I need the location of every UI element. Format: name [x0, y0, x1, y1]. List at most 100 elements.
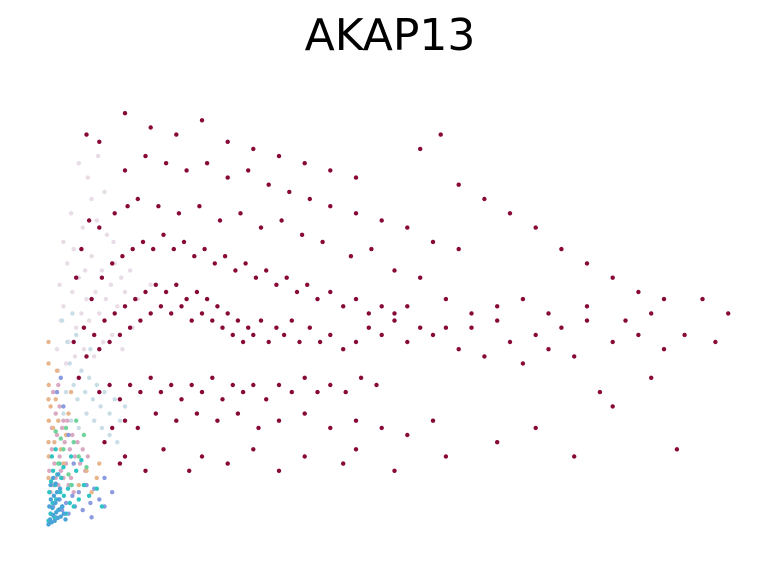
- scatter-point: [117, 332, 123, 338]
- scatter-point: [104, 232, 110, 237]
- scatter-point: [70, 432, 75, 438]
- scatter-point: [76, 454, 82, 459]
- scatter-point: [68, 418, 74, 423]
- scatter-point: [161, 447, 166, 452]
- scatter-point: [58, 490, 63, 495]
- scatter-point: [97, 139, 102, 144]
- scatter-point: [700, 296, 705, 302]
- scatter-point: [54, 368, 60, 373]
- scatter-point: [84, 411, 89, 416]
- scatter-point: [103, 296, 109, 302]
- scatter-point: [80, 225, 85, 230]
- scatter-point: [533, 225, 538, 230]
- scatter-point: [71, 461, 76, 466]
- scatter-point: [97, 225, 102, 230]
- scatter-point: [276, 418, 282, 423]
- scatter-point: [63, 425, 69, 431]
- scatter-point: [584, 304, 590, 309]
- scatter-point: [299, 232, 305, 237]
- scatter-point: [122, 304, 128, 309]
- scatter-point: [86, 318, 92, 323]
- scatter-point: [559, 325, 564, 330]
- scatter-point: [74, 418, 79, 423]
- scatter-point: [50, 389, 56, 395]
- scatter-point: [456, 246, 461, 252]
- scatter-point: [71, 246, 76, 252]
- scatter-point: [138, 389, 143, 395]
- scatter-point: [220, 397, 225, 402]
- scatter-point: [61, 418, 66, 423]
- scatter-point: [610, 339, 615, 345]
- scatter-point: [80, 507, 85, 513]
- scatter-point: [572, 354, 577, 359]
- scatter-point: [76, 375, 82, 380]
- scatter-point: [127, 382, 133, 388]
- scatter-point: [54, 347, 60, 352]
- scatter-point: [46, 454, 51, 459]
- scatter-point: [418, 146, 423, 152]
- scatter-point: [57, 404, 62, 409]
- scatter-point: [507, 339, 513, 345]
- scatter-point: [89, 196, 94, 202]
- scatter-point: [341, 347, 346, 352]
- scatter-point: [61, 404, 66, 409]
- scatter-point: [174, 132, 179, 137]
- scatter-point: [264, 268, 269, 273]
- scatter-point: [58, 375, 63, 380]
- scatter-point: [240, 389, 246, 395]
- scatter-point: [68, 475, 74, 481]
- scatter-point: [161, 232, 166, 237]
- scatter-point: [48, 404, 53, 409]
- scatter-point: [438, 132, 443, 137]
- scatter-point: [328, 332, 333, 338]
- scatter-point: [77, 461, 83, 466]
- scatter-point: [112, 311, 117, 316]
- scatter-point: [107, 382, 112, 388]
- scatter-point: [112, 211, 117, 216]
- scatter-point: [584, 261, 590, 266]
- scatter-point: [179, 304, 184, 309]
- scatter-point: [163, 289, 169, 295]
- scatter-point: [174, 418, 179, 423]
- scatter-point: [76, 482, 82, 488]
- scatter-point: [353, 447, 359, 452]
- scatter-point: [405, 432, 410, 438]
- scatter-point: [307, 325, 312, 330]
- scatter-point: [276, 382, 282, 388]
- scatter-point: [53, 397, 58, 402]
- scatter-point: [46, 522, 51, 527]
- scatter-point: [89, 490, 94, 495]
- scatter-point: [66, 432, 71, 438]
- scatter-point: [184, 168, 189, 173]
- scatter-point: [315, 389, 320, 395]
- scatter-point: [50, 512, 56, 518]
- scatter-point: [71, 382, 76, 388]
- scatter-point: [169, 311, 174, 316]
- scatter-point: [240, 339, 246, 345]
- scatter-point: [46, 339, 51, 345]
- scatter-point: [443, 325, 449, 330]
- scatter-point: [230, 382, 235, 388]
- scatter-point: [84, 296, 89, 302]
- scatter-point: [61, 511, 67, 516]
- scatter-point: [266, 339, 271, 345]
- scatter-point: [235, 411, 241, 416]
- scatter-point: [57, 454, 62, 459]
- scatter-point: [48, 497, 53, 502]
- scatter-point: [75, 440, 80, 445]
- scatter-point: [204, 296, 210, 302]
- scatter-point: [92, 418, 97, 423]
- scatter-point: [341, 304, 346, 309]
- scatter-point: [102, 440, 107, 445]
- scatter-point: [74, 275, 79, 280]
- scatter-point: [110, 425, 115, 431]
- scatter-point: [430, 239, 436, 245]
- scatter-point: [97, 347, 102, 352]
- scatter-point: [469, 325, 474, 330]
- scatter-point: [353, 175, 359, 180]
- scatter-point: [649, 311, 654, 316]
- scatter-point: [127, 325, 133, 330]
- scatter-point: [98, 404, 103, 409]
- scatter-point: [199, 311, 205, 316]
- scatter-point: [72, 454, 78, 459]
